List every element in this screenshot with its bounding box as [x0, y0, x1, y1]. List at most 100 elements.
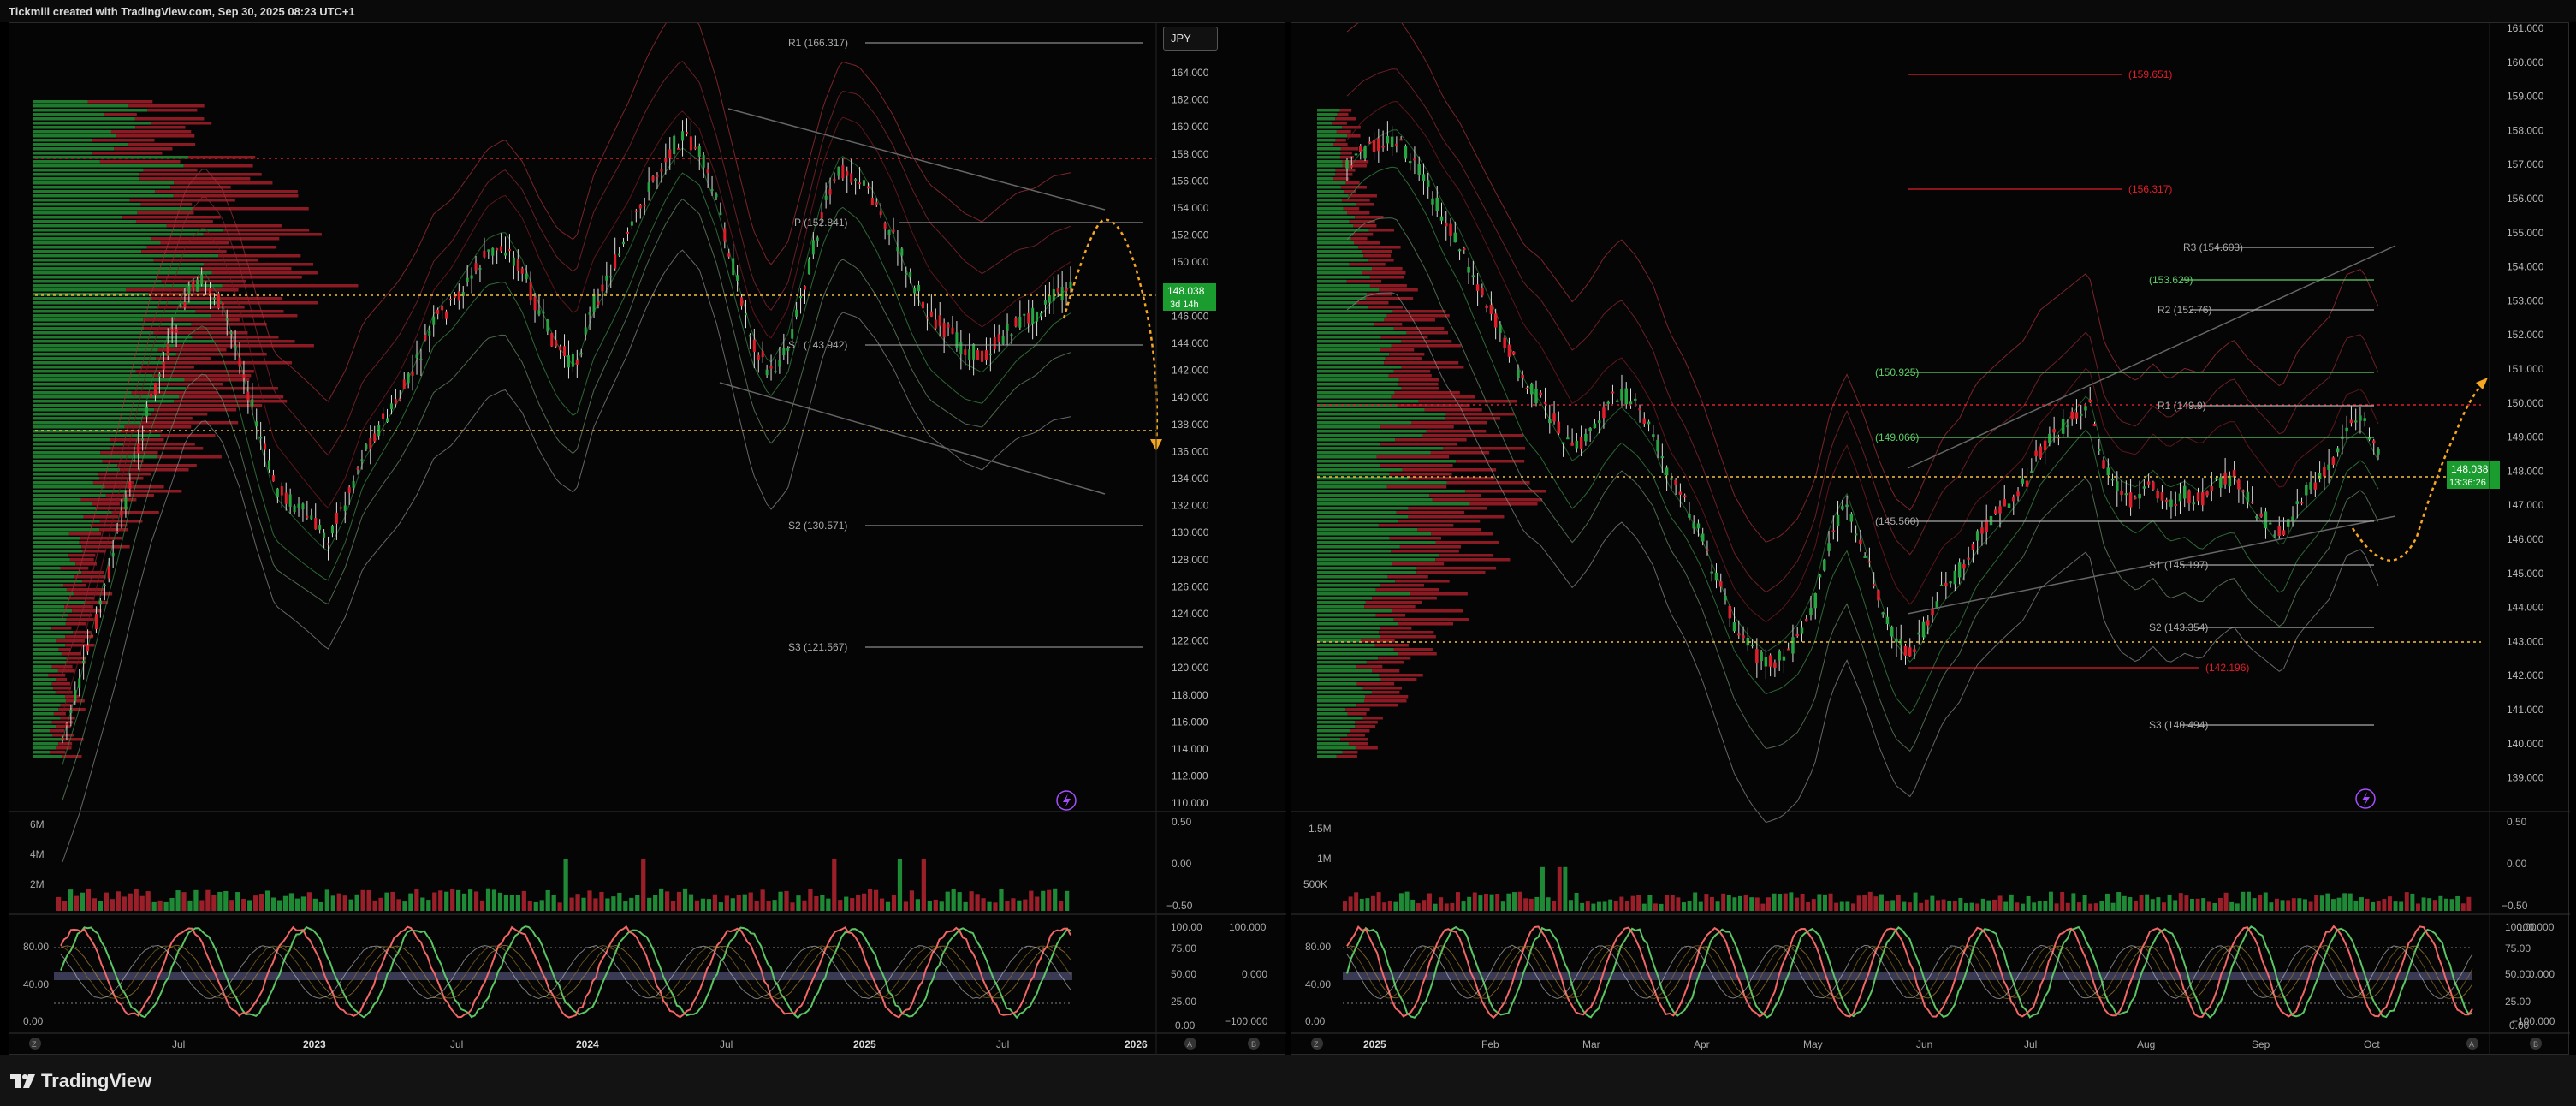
volume-bar [641, 859, 646, 911]
profile-bar [33, 391, 132, 395]
profile-bar [33, 430, 121, 433]
profile-bar [33, 237, 151, 241]
profile-bar [193, 207, 309, 211]
candle [512, 257, 515, 266]
volume-bar [933, 899, 938, 911]
lightning-icon[interactable] [2355, 788, 2376, 809]
profile-bar [1342, 199, 1370, 202]
volume-bar [456, 889, 461, 911]
zoom-button[interactable] [1311, 1038, 1323, 1050]
volume-bar [838, 900, 843, 911]
volume-bar [760, 889, 765, 911]
candle [942, 323, 946, 338]
stoch-axis-label: 0.00 [23, 1015, 44, 1027]
profile-bar [1374, 644, 1409, 647]
candle [1872, 584, 1876, 586]
profile-bar [33, 357, 157, 360]
profile-bar [33, 665, 52, 669]
volume-bar [1811, 899, 1816, 911]
price-axis-label: 160.000 [2507, 56, 2544, 68]
profile-bar [92, 139, 155, 142]
price-axis-label: 162.000 [1172, 94, 1209, 106]
pivot-level-label: (159.651) [2128, 68, 2172, 80]
volume-bar [599, 891, 604, 911]
profile-bar [1392, 562, 1445, 566]
left-chart-panel[interactable]: R1 (166.317) P (152.841) S1 (143.942) S2… [9, 22, 1286, 1055]
profile-bar [33, 755, 62, 758]
profile-bar [33, 147, 115, 151]
tradingview-logo[interactable]: TradingView [10, 1070, 151, 1092]
volume-axis-label: 1M [1317, 853, 1332, 865]
auto-scale-button[interactable] [1184, 1038, 1196, 1050]
volume-bar [1427, 893, 1432, 911]
candle [1692, 522, 1695, 529]
profile-bar [81, 545, 130, 549]
candle [850, 173, 853, 183]
volume-bar [1986, 900, 1991, 911]
trend-line-lower [719, 382, 1106, 495]
time-axis-label: Jul [172, 1038, 185, 1050]
lightning-icon[interactable] [1056, 790, 1077, 811]
profile-bar [96, 507, 128, 510]
volume-bar [2128, 897, 2133, 911]
candle [1010, 334, 1013, 336]
log-scale-button[interactable] [2530, 1038, 2542, 1050]
candle [1921, 621, 1926, 638]
profile-bar [1353, 241, 1380, 245]
auto-scale-button[interactable] [2466, 1038, 2478, 1050]
candle [900, 248, 904, 256]
bollinger-bands [1346, 23, 2379, 824]
log-scale-button[interactable] [1248, 1038, 1260, 1050]
profile-bar [33, 575, 74, 579]
candle [828, 189, 832, 195]
candle [685, 132, 688, 134]
profile-bar [1317, 353, 1390, 356]
profile-bar [160, 434, 216, 437]
volume-bar [927, 901, 932, 911]
profile-bar [1317, 541, 1436, 544]
profile-bar [1317, 652, 1398, 656]
candle [2182, 485, 2187, 499]
profile-bar [1317, 186, 1341, 189]
candle [2237, 479, 2241, 490]
candle [622, 241, 626, 245]
candle [571, 354, 574, 367]
currency-badge[interactable]: JPY [1163, 27, 1218, 51]
profile-bar [173, 194, 299, 198]
volume-bar [1682, 902, 1686, 911]
profile-bar [104, 113, 137, 116]
profile-bar [1361, 639, 1395, 643]
profile-bar [1438, 554, 1494, 557]
candle [1949, 581, 1952, 584]
volume-bar [999, 889, 1004, 911]
volume-bar [2416, 903, 2420, 911]
profile-bar [139, 177, 251, 181]
profile-bar [1356, 301, 1389, 305]
profile-bar [58, 742, 73, 746]
profile-bar [66, 588, 105, 592]
profile-bar [1317, 190, 1344, 193]
volume-bar [1354, 892, 1359, 911]
candle [1935, 601, 1939, 609]
profile-bar [1337, 113, 1349, 116]
zoom-button[interactable] [29, 1038, 41, 1050]
profile-bar [1380, 635, 1436, 639]
profile-bar [1317, 665, 1356, 669]
profile-bar [1317, 126, 1343, 129]
profile-bar [33, 657, 67, 660]
profile-bar [141, 366, 194, 369]
profile-bar [154, 408, 237, 412]
candle [2305, 485, 2308, 496]
stoch-axis-label: 80.00 [23, 941, 49, 953]
right-chart-canvas[interactable]: (159.651)(156.317)R3 (154.603)(153.629)R… [1291, 23, 2570, 1055]
right-chart-panel[interactable]: (159.651) (156.317) R3 (154.603) (153.629) R… [1291, 22, 2570, 1055]
volume-bar [336, 893, 341, 911]
profile-bar [33, 631, 74, 634]
profile-bar [1391, 395, 1475, 399]
candle [1670, 478, 1673, 480]
left-chart-canvas[interactable]: R1 (166.317) P (152.841) S1 (143.942) S2… [9, 23, 1286, 1055]
volume-bar [2347, 893, 2353, 911]
candle [365, 444, 368, 449]
profile-bar [50, 729, 65, 733]
volume-bar [1862, 895, 1867, 911]
